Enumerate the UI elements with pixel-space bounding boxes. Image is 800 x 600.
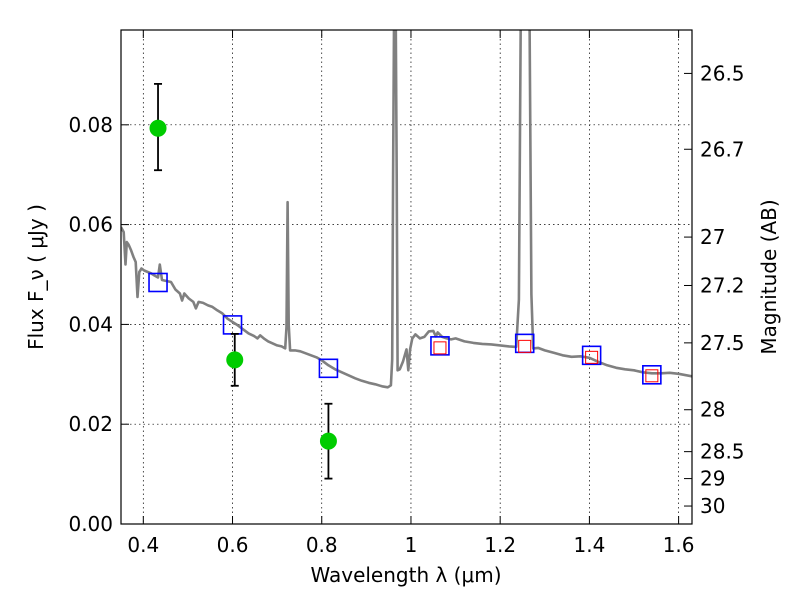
y-tick-label: 0.04 [68,312,113,336]
filter-marker [518,339,532,353]
mag-tick-label: 27.5 [700,331,745,355]
x-axis-title: Wavelength λ (μm) [310,563,501,587]
x-tick-label: 1.2 [484,533,516,557]
mag-tick-label: 27.2 [700,273,745,297]
observed-flux-point [226,351,244,369]
model-photometry-marker [318,358,339,379]
y-tick-label: 0.02 [68,412,113,436]
mag-tick-label: 30 [700,494,725,518]
x-tick-label: 1.6 [663,533,695,557]
mag-tick-label: 27 [700,225,725,249]
model-photometry-marker [642,365,662,385]
x-tick-label: 0.4 [127,533,159,557]
y-tick-label: 0.00 [68,512,113,536]
mag-tick-label: 28.5 [700,440,745,464]
filter-marker [585,350,599,364]
mag-tick-label: 26.5 [700,61,745,85]
observed-flux-point [319,432,337,450]
x-tick-label: 1 [405,533,418,557]
model-photometry-marker [430,336,450,356]
y-tick-label: 0.06 [68,213,113,237]
observed-flux-point [149,119,167,137]
filter-marker [433,341,447,355]
y-tick-label: 0.08 [68,113,113,137]
filter-marker [645,369,659,383]
tick-layer: 0.4 0.6 0.8 1 1.2 1.4 1.6 0.00 0.02 0.04 0.06 0.08 2… [68,30,745,557]
model-spectrum-line [121,30,692,389]
model-photometry-marker [148,272,168,293]
x-tick-label: 0.8 [306,533,338,557]
model-photometry-marker [581,345,602,366]
plot-frame [120,29,693,525]
plot-background [121,30,692,524]
x-tick-label: 0.6 [217,533,249,557]
marker-layer [148,82,662,480]
mag-tick-label: 26.7 [700,137,745,161]
data-layer [121,30,692,389]
y-axis-title: Flux F_ν ( μJy ) [24,204,48,350]
mag-tick-label: 29 [700,467,725,491]
mag-tick-label: 28 [700,398,725,422]
y2-axis-title: Magnitude (AB) [757,199,781,354]
x-tick-label: 1.4 [573,533,605,557]
